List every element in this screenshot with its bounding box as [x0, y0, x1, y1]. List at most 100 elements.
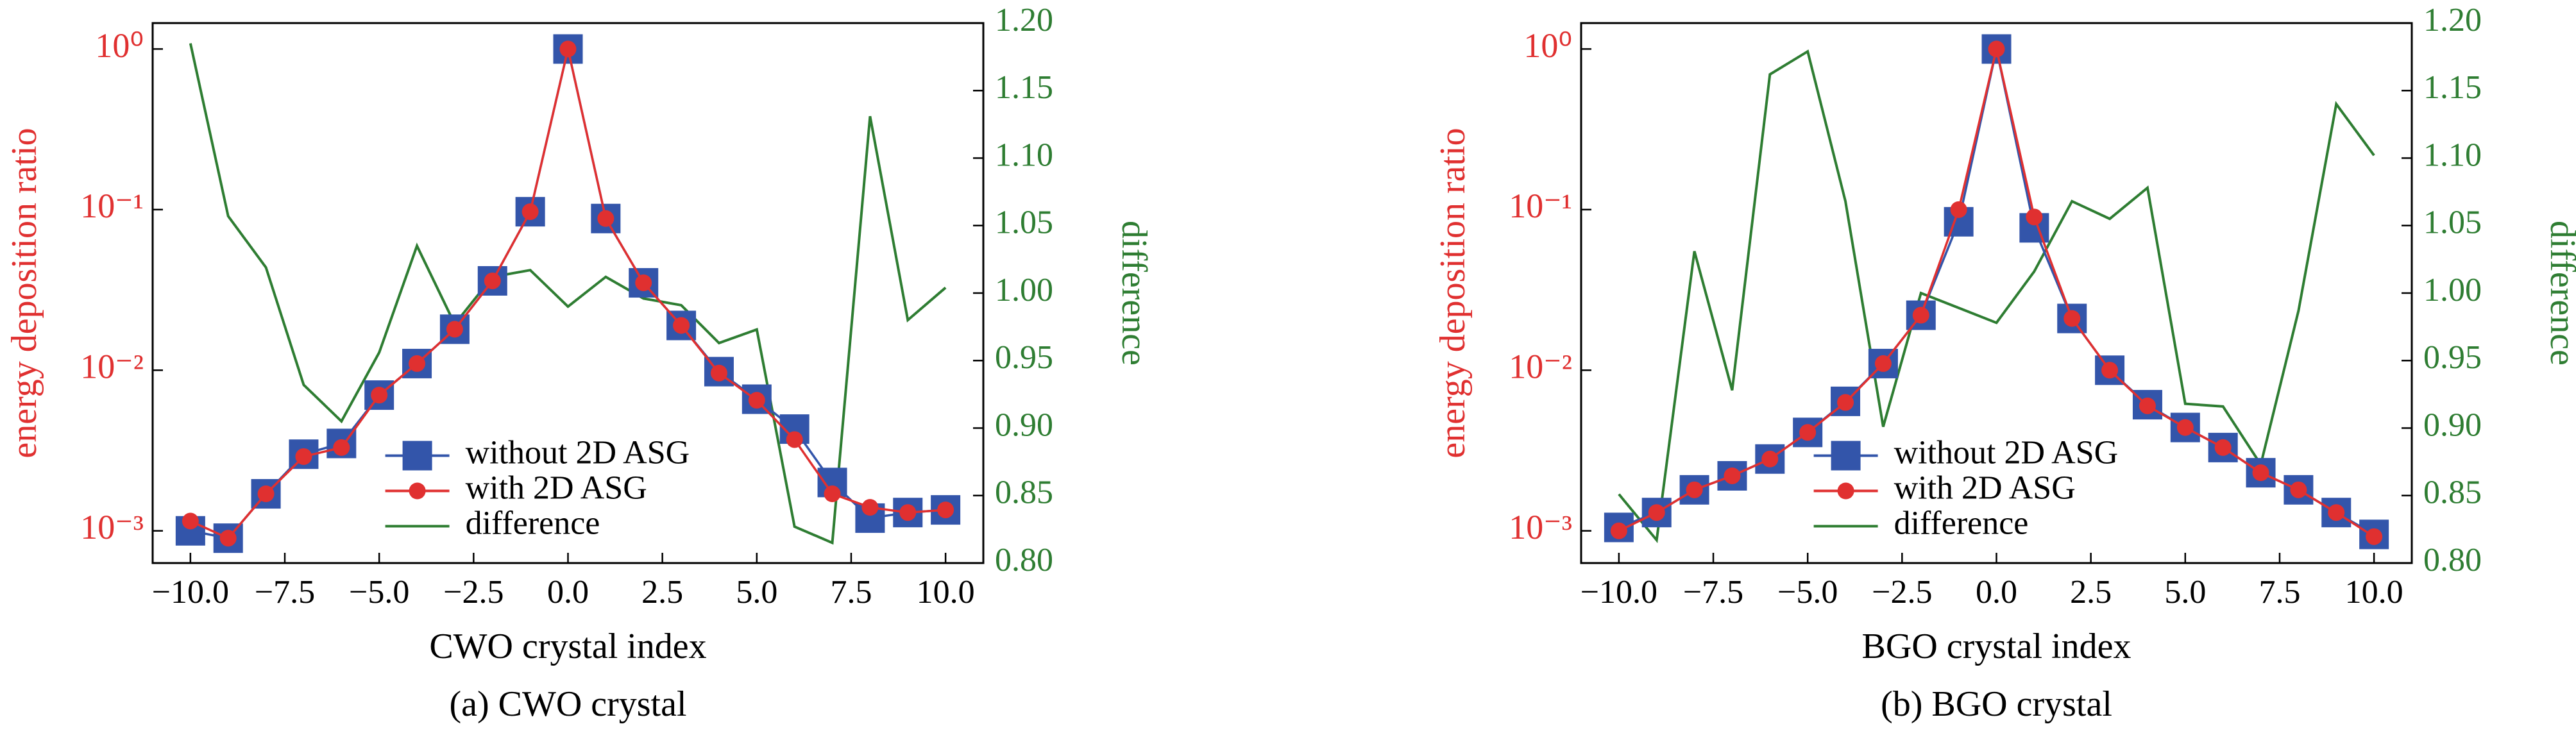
y-tick-label: 10⁰ [1523, 26, 1572, 65]
marker [257, 485, 275, 503]
y2-tick-label: 1.10 [995, 137, 1053, 173]
y2-axis-label: difference [2543, 221, 2576, 366]
y2-tick-label: 1.00 [995, 272, 1053, 308]
marker [1799, 424, 1817, 441]
y2-tick-label: 1.10 [2423, 137, 2482, 173]
marker [2214, 439, 2232, 456]
marker [2328, 504, 2345, 521]
x-tick-label: 0.0 [1976, 574, 2017, 611]
marker [1874, 355, 1892, 372]
marker [1648, 504, 1665, 521]
legend-label: difference [466, 505, 600, 541]
x-tick-label: 0.0 [547, 574, 589, 611]
marker [597, 210, 614, 227]
marker [1950, 201, 1967, 218]
marker [635, 274, 652, 292]
y-tick-label: 10⁻³ [80, 508, 144, 546]
x-tick-label: −10.0 [152, 574, 229, 611]
x-tick-label: 10.0 [2345, 574, 2403, 611]
marker [937, 501, 954, 519]
legend-marker [402, 441, 432, 471]
y-tick-label: 10⁻¹ [1509, 187, 1572, 225]
y2-tick-label: 0.90 [995, 407, 1053, 443]
x-tick-label: 2.5 [2070, 574, 2112, 611]
y2-tick-label: 1.05 [2423, 205, 2482, 241]
x-tick-label: 2.5 [641, 574, 683, 611]
x-tick-label: −5.0 [349, 574, 409, 611]
y2-tick-label: 0.85 [995, 475, 1053, 511]
y2-tick-label: 1.15 [2423, 69, 2482, 106]
marker [1988, 40, 2005, 58]
x-tick-label: −10.0 [1580, 574, 1657, 611]
marker [1610, 522, 1627, 539]
marker [409, 355, 426, 372]
marker [2366, 528, 2383, 545]
legend-marker [1831, 441, 1861, 471]
x-tick-label: 10.0 [917, 574, 975, 611]
marker [2101, 362, 2119, 379]
x-tick-label: −7.5 [255, 574, 315, 611]
y2-tick-label: 0.90 [2423, 407, 2482, 443]
marker [899, 504, 917, 521]
y2-tick-label: 1.20 [995, 2, 1053, 38]
legend-marker [1837, 482, 1854, 500]
legend-label: without 2D ASG [1894, 434, 2119, 471]
y2-tick-label: 0.95 [2423, 339, 2482, 376]
marker [2290, 481, 2307, 498]
y-tick-label: 10⁻² [1509, 348, 1572, 386]
marker [786, 431, 803, 448]
plot-frame [151, 22, 985, 564]
y2-tick-label: 0.85 [2423, 475, 2482, 511]
y2-tick-label: 0.95 [995, 339, 1053, 376]
y-axis-label: energy deposition ratio [4, 128, 44, 458]
x-axis-label: BGO crystal index [1862, 627, 2131, 666]
x-tick-label: −2.5 [1872, 574, 1932, 611]
marker [1912, 307, 1929, 324]
legend-marker [409, 482, 426, 500]
marker [673, 317, 690, 334]
marker [1761, 450, 1779, 468]
legend-label: with 2D ASG [466, 469, 647, 506]
caption: (b) BGO crystal [1881, 684, 2112, 724]
marker [521, 203, 539, 221]
marker [333, 439, 350, 456]
plot-frame [1580, 22, 2413, 564]
caption: (a) CWO crystal [449, 684, 686, 724]
y-tick-label: 10⁻¹ [80, 187, 144, 225]
marker [371, 387, 388, 404]
marker [484, 272, 501, 289]
marker [710, 364, 727, 382]
y2-tick-label: 1.05 [995, 205, 1053, 241]
marker [2176, 419, 2194, 436]
x-axis-label: CWO crystal index [429, 627, 706, 666]
marker [2026, 208, 2043, 226]
marker [748, 392, 765, 409]
y-tick-label: 10⁻³ [1509, 508, 1572, 546]
marker [2252, 464, 2269, 482]
x-tick-label: 5.0 [2164, 574, 2206, 611]
y-tick-label: 10⁰ [95, 26, 144, 65]
legend-label: with 2D ASG [1894, 469, 2076, 506]
marker [219, 530, 237, 547]
marker [559, 40, 577, 58]
y2-tick-label: 0.80 [995, 542, 1053, 578]
y2-tick-label: 0.80 [2423, 542, 2482, 578]
y-tick-label: 10⁻² [80, 348, 144, 386]
y2-tick-label: 1.00 [2423, 272, 2482, 308]
x-tick-label: 7.5 [2258, 574, 2300, 611]
marker [446, 321, 463, 338]
x-tick-label: −7.5 [1683, 574, 1743, 611]
marker [295, 448, 312, 465]
marker [1686, 481, 1703, 498]
marker [861, 499, 879, 516]
series-line [1618, 49, 2375, 544]
legend-label: without 2D ASG [466, 434, 690, 471]
marker [1837, 394, 1854, 411]
x-tick-label: 7.5 [830, 574, 872, 611]
y2-tick-label: 1.15 [995, 69, 1053, 106]
marker [182, 512, 199, 530]
y-axis-label: energy deposition ratio [1433, 128, 1473, 458]
y2-tick-label: 1.20 [2423, 2, 2482, 38]
x-tick-label: −5.0 [1777, 574, 1838, 611]
